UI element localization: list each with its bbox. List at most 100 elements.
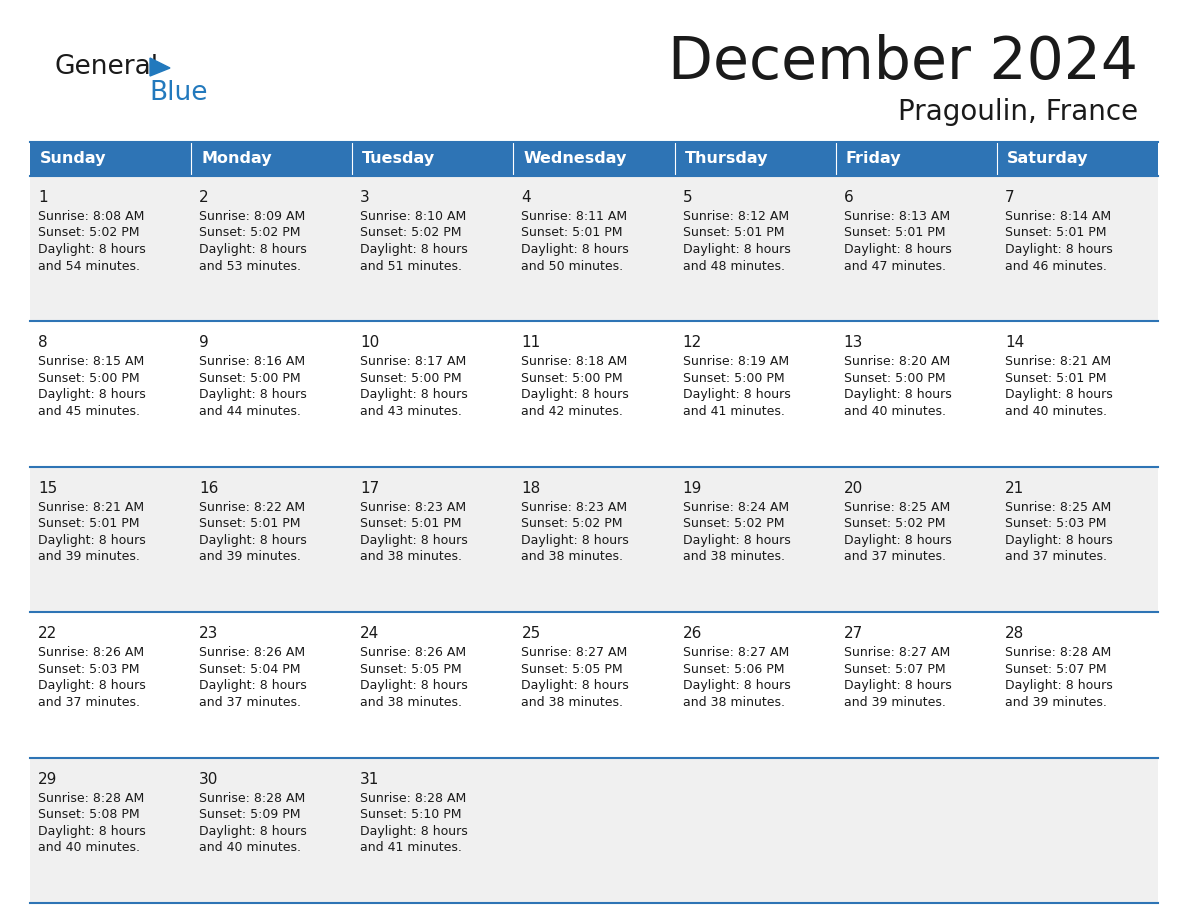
Text: 24: 24 [360,626,379,641]
Text: and 39 minutes.: and 39 minutes. [1005,696,1107,709]
Text: Sunrise: 8:09 AM: Sunrise: 8:09 AM [200,210,305,223]
Text: 17: 17 [360,481,379,496]
Text: Daylight: 8 hours: Daylight: 8 hours [360,243,468,256]
Text: and 43 minutes.: and 43 minutes. [360,405,462,418]
Text: and 47 minutes.: and 47 minutes. [843,260,946,273]
Text: Sunset: 5:00 PM: Sunset: 5:00 PM [200,372,301,385]
Bar [30,321,1158,466]
Text: 14: 14 [1005,335,1024,351]
Text: December 2024: December 2024 [668,33,1138,91]
Text: Daylight: 8 hours: Daylight: 8 hours [522,243,630,256]
Text: Sunset: 5:00 PM: Sunset: 5:00 PM [683,372,784,385]
Text: Daylight: 8 hours: Daylight: 8 hours [522,679,630,692]
Text: Sunset: 5:00 PM: Sunset: 5:00 PM [38,372,140,385]
Text: and 44 minutes.: and 44 minutes. [200,405,301,418]
Text: Sunrise: 8:23 AM: Sunrise: 8:23 AM [360,501,467,514]
Text: and 54 minutes.: and 54 minutes. [38,260,140,273]
Bar [835,142,997,176]
Text: Daylight: 8 hours: Daylight: 8 hours [1005,533,1113,547]
Text: 20: 20 [843,481,862,496]
Text: Sunrise: 8:20 AM: Sunrise: 8:20 AM [843,355,950,368]
Text: Daylight: 8 hours: Daylight: 8 hours [200,533,307,547]
Text: and 38 minutes.: and 38 minutes. [360,550,462,564]
Text: Sunrise: 8:27 AM: Sunrise: 8:27 AM [683,646,789,659]
Text: Daylight: 8 hours: Daylight: 8 hours [200,824,307,837]
Text: Sunrise: 8:22 AM: Sunrise: 8:22 AM [200,501,305,514]
Text: 26: 26 [683,626,702,641]
Text: Daylight: 8 hours: Daylight: 8 hours [38,679,146,692]
Text: Sunset: 5:00 PM: Sunset: 5:00 PM [360,372,462,385]
Text: and 38 minutes.: and 38 minutes. [522,696,624,709]
Bar [997,142,1158,176]
Text: Pragoulin, France: Pragoulin, France [898,98,1138,126]
Text: 21: 21 [1005,481,1024,496]
Text: 4: 4 [522,190,531,205]
Bar [30,466,1158,612]
Text: and 45 minutes.: and 45 minutes. [38,405,140,418]
Text: and 37 minutes.: and 37 minutes. [38,696,140,709]
Text: and 39 minutes.: and 39 minutes. [200,550,301,564]
Text: 13: 13 [843,335,864,351]
Text: Daylight: 8 hours: Daylight: 8 hours [38,388,146,401]
Text: Daylight: 8 hours: Daylight: 8 hours [38,824,146,837]
Text: Daylight: 8 hours: Daylight: 8 hours [522,533,630,547]
Text: and 38 minutes.: and 38 minutes. [683,550,784,564]
Text: Daylight: 8 hours: Daylight: 8 hours [683,679,790,692]
Bar [513,142,675,176]
Text: Sunrise: 8:15 AM: Sunrise: 8:15 AM [38,355,144,368]
Text: and 41 minutes.: and 41 minutes. [360,841,462,854]
Text: Daylight: 8 hours: Daylight: 8 hours [360,824,468,837]
Text: Sunset: 5:01 PM: Sunset: 5:01 PM [200,518,301,531]
Text: Sunrise: 8:12 AM: Sunrise: 8:12 AM [683,210,789,223]
Text: Sunset: 5:05 PM: Sunset: 5:05 PM [522,663,623,676]
Text: Sunset: 5:01 PM: Sunset: 5:01 PM [683,227,784,240]
Text: and 40 minutes.: and 40 minutes. [200,841,301,854]
Text: 31: 31 [360,772,380,787]
Text: Sunset: 5:01 PM: Sunset: 5:01 PM [1005,372,1106,385]
Text: Sunrise: 8:08 AM: Sunrise: 8:08 AM [38,210,145,223]
Text: 10: 10 [360,335,379,351]
Text: 15: 15 [38,481,57,496]
Text: Sunrise: 8:18 AM: Sunrise: 8:18 AM [522,355,627,368]
Text: and 40 minutes.: and 40 minutes. [1005,405,1107,418]
Text: Sunrise: 8:25 AM: Sunrise: 8:25 AM [1005,501,1111,514]
Bar [30,612,1158,757]
Text: Sunday: Sunday [40,151,107,166]
Text: Sunset: 5:03 PM: Sunset: 5:03 PM [38,663,139,676]
Bar [675,142,835,176]
Text: and 53 minutes.: and 53 minutes. [200,260,301,273]
Text: Friday: Friday [846,151,902,166]
Text: 25: 25 [522,626,541,641]
Text: Daylight: 8 hours: Daylight: 8 hours [683,533,790,547]
Text: and 38 minutes.: and 38 minutes. [360,696,462,709]
Text: Sunrise: 8:19 AM: Sunrise: 8:19 AM [683,355,789,368]
Text: Sunset: 5:04 PM: Sunset: 5:04 PM [200,663,301,676]
Text: 18: 18 [522,481,541,496]
Text: and 41 minutes.: and 41 minutes. [683,405,784,418]
Text: Sunset: 5:09 PM: Sunset: 5:09 PM [200,808,301,821]
Text: Sunset: 5:02 PM: Sunset: 5:02 PM [522,518,623,531]
Text: Sunset: 5:02 PM: Sunset: 5:02 PM [683,518,784,531]
Text: Sunrise: 8:26 AM: Sunrise: 8:26 AM [38,646,144,659]
Text: 27: 27 [843,626,862,641]
Text: and 50 minutes.: and 50 minutes. [522,260,624,273]
Text: Sunset: 5:02 PM: Sunset: 5:02 PM [360,227,462,240]
Text: Daylight: 8 hours: Daylight: 8 hours [360,679,468,692]
Text: Sunrise: 8:23 AM: Sunrise: 8:23 AM [522,501,627,514]
Text: Daylight: 8 hours: Daylight: 8 hours [1005,679,1113,692]
Text: 7: 7 [1005,190,1015,205]
Text: Sunset: 5:01 PM: Sunset: 5:01 PM [843,227,946,240]
Text: 28: 28 [1005,626,1024,641]
Text: Daylight: 8 hours: Daylight: 8 hours [200,388,307,401]
Text: and 51 minutes.: and 51 minutes. [360,260,462,273]
Text: Sunrise: 8:11 AM: Sunrise: 8:11 AM [522,210,627,223]
Text: 12: 12 [683,335,702,351]
Text: Daylight: 8 hours: Daylight: 8 hours [360,388,468,401]
Text: Sunset: 5:08 PM: Sunset: 5:08 PM [38,808,140,821]
Text: Sunset: 5:06 PM: Sunset: 5:06 PM [683,663,784,676]
Bar [30,757,1158,903]
Text: Daylight: 8 hours: Daylight: 8 hours [1005,243,1113,256]
Text: Daylight: 8 hours: Daylight: 8 hours [1005,388,1113,401]
Text: and 37 minutes.: and 37 minutes. [843,550,946,564]
Text: Wednesday: Wednesday [524,151,627,166]
